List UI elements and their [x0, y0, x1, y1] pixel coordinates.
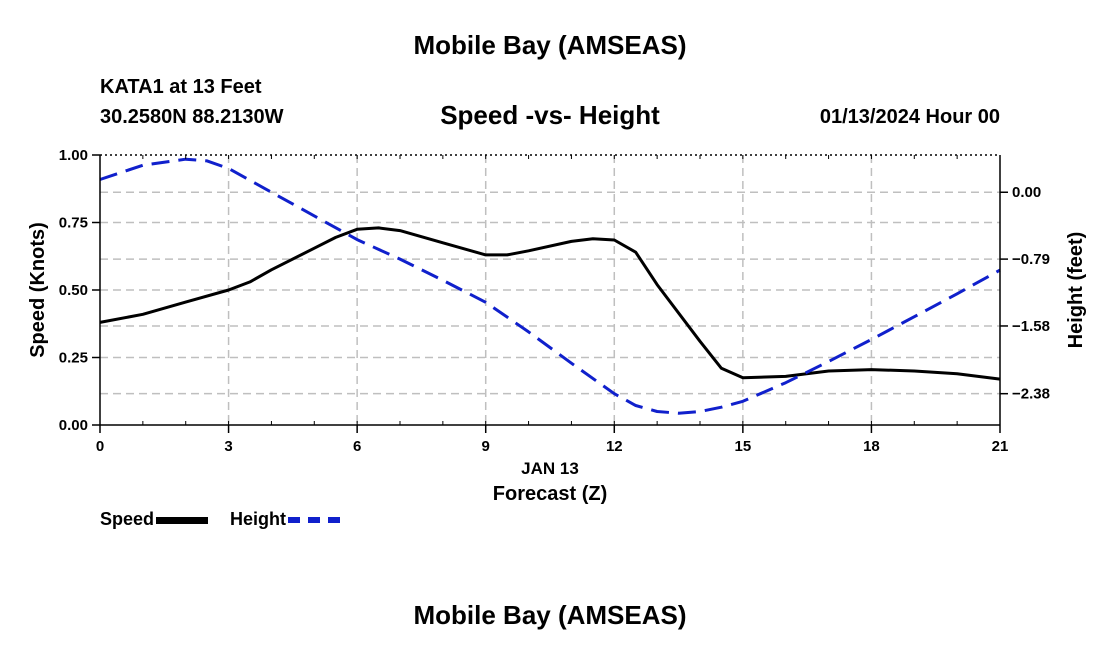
footer-title: Mobile Bay (AMSEAS): [413, 600, 687, 630]
x-tick-label: 0: [96, 438, 104, 455]
forecast-datetime: 01/13/2024 Hour 00: [819, 106, 1000, 128]
series-line-height: [99, 157, 1001, 415]
chart-subtitle: Speed -vs- Height: [440, 100, 660, 130]
legend-height-label: Height: [230, 509, 286, 529]
series-line-speed: [99, 226, 1001, 381]
x-tick-label: 21: [992, 438, 1009, 455]
y-left-tick-label: 0.75: [59, 215, 88, 232]
x-tick-label: 18: [863, 438, 880, 455]
y-right-tick-label: −2.38: [1012, 386, 1050, 403]
y-left-axis-title: Speed (Knots): [27, 222, 49, 358]
y-right-tick-label: −1.58: [1012, 318, 1050, 335]
y-right-axis-title: Height (feet): [1065, 232, 1087, 349]
x-axis-title: Forecast (Z): [493, 483, 607, 505]
x-tick-label: 9: [482, 438, 490, 455]
x-tick-label: 6: [353, 438, 361, 455]
chart-title: Mobile Bay (AMSEAS): [413, 30, 687, 60]
coordinates-label: 30.2580N 88.2130W: [100, 106, 284, 128]
legend-speed: Speed: [100, 509, 209, 530]
legend-height-swatch: [288, 517, 340, 524]
y-left-tick-label: 0.50: [59, 282, 88, 299]
y-right-tick-label: 0.00: [1012, 184, 1041, 201]
station-label: KATA1 at 13 Feet: [100, 76, 262, 98]
y-left-tick-label: 1.00: [59, 147, 88, 164]
x-tick-label: 12: [606, 438, 623, 455]
legend-speed-label: Speed: [100, 509, 155, 529]
y-left-tick-label: 0.25: [59, 350, 88, 367]
y-right-tick-label: −0.79: [1012, 251, 1050, 268]
x-date-label: JAN 13: [521, 459, 579, 478]
legend-height: Height: [230, 509, 340, 530]
x-tick-label: 15: [735, 438, 752, 455]
x-tick-label: 3: [224, 438, 232, 455]
y-left-tick-label: 0.00: [59, 417, 88, 434]
legend-speed-swatch: [156, 516, 209, 524]
